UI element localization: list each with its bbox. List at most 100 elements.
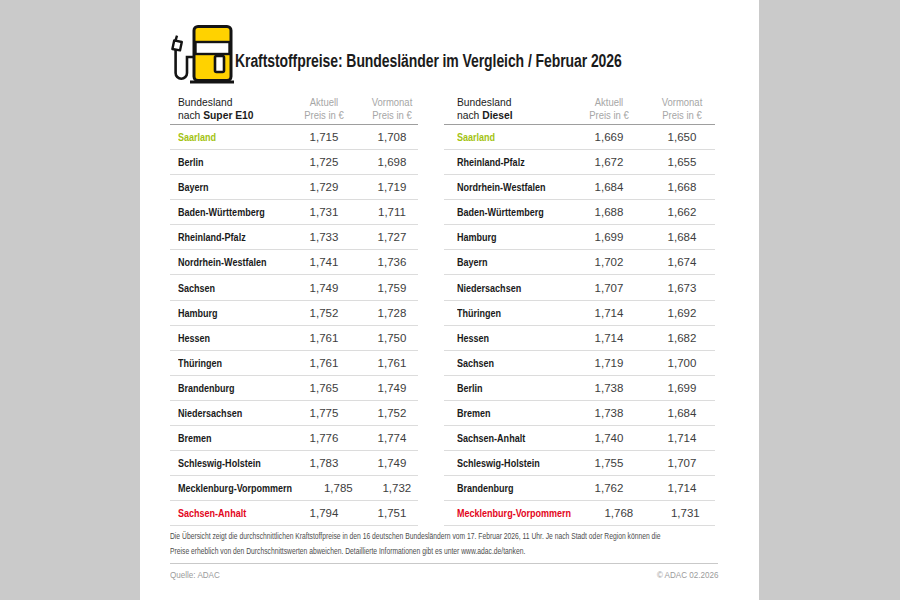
previous-price-column-header: VormonatPreis in €: [368, 96, 416, 122]
state-name: Sachsen: [178, 282, 276, 294]
table-row: Brandenburg1,7621,714: [444, 476, 715, 501]
table-row: Berlin1,7381,699: [444, 376, 715, 401]
current-price: 1,785: [317, 482, 359, 494]
current-price: 1,715: [298, 131, 350, 143]
previous-price: 1,711: [366, 206, 418, 218]
table-row: Nordrhein-Westfalen1,7411,736: [170, 250, 418, 275]
current-price-column-header: AktuellPreis in €: [585, 96, 633, 122]
previous-price: 1,708: [366, 131, 418, 143]
previous-price: 1,759: [366, 282, 418, 294]
table-row: Saarland1,6691,650: [444, 125, 715, 150]
table-row: Thüringen1,7611,761: [170, 351, 418, 376]
footnote-line: Preise erheblich von den Durchschnittswe…: [170, 544, 652, 559]
current-price: 1,783: [298, 457, 350, 469]
state-name: Saarland: [457, 131, 560, 143]
current-price: 1,731: [298, 206, 350, 218]
state-name: Schleswig-Holstein: [457, 457, 560, 469]
table-row: Saarland1,7151,708: [170, 125, 418, 150]
current-price: 1,669: [583, 131, 635, 143]
previous-price-column-header: VormonatPreis in €: [658, 96, 706, 122]
state-name: Mecklenburg-Vorpommern: [178, 482, 292, 494]
copyright: © ADAC 02.2026: [656, 569, 718, 580]
state-name: Bayern: [178, 181, 276, 193]
current-price: 1,699: [583, 231, 635, 243]
table-row: Rheinland-Pfalz1,6721,655: [444, 150, 715, 175]
table-row: Hamburg 1,752 1,728: [170, 301, 418, 326]
table-row: Baden-Württemberg1,6881,662: [444, 200, 715, 225]
table-row: Rheinland-Pfalz 1,733 1,727: [170, 225, 418, 250]
footnote-line: Die Übersicht zeigt die durchschnittlich…: [170, 529, 652, 544]
state-name: Sachsen-Anhalt: [178, 507, 276, 519]
previous-price: 1,682: [656, 332, 708, 344]
previous-price: 1,668: [656, 181, 708, 193]
current-price: 1,762: [583, 482, 635, 494]
previous-price: 1,749: [366, 382, 418, 394]
table-row: Sachsen-Anhalt1,7941,751: [170, 501, 418, 526]
previous-price: 1,731: [663, 507, 708, 519]
state-name: Berlin: [178, 156, 276, 168]
previous-price: 1,662: [656, 206, 708, 218]
previous-price: 1,752: [366, 407, 418, 419]
table-row: Bremen 1,776 1,774: [170, 426, 418, 451]
current-price: 1,672: [583, 156, 635, 168]
current-price: 1,752: [298, 307, 350, 319]
previous-price: 1,727: [366, 231, 418, 243]
current-price: 1,707: [583, 282, 635, 294]
infographic-card: Kraftstoffpreise: Bundesländer im Vergle…: [140, 0, 759, 600]
previous-price: 1,774: [366, 432, 418, 444]
previous-price: 1,692: [656, 307, 708, 319]
current-price: 1,729: [298, 181, 350, 193]
table-row: Bayern 1,729 1,719: [170, 175, 418, 200]
page-title: Kraftstoffpreise: Bundesländer im Vergle…: [235, 51, 622, 72]
state-name: Hamburg: [178, 307, 276, 319]
current-price: 1,719: [583, 357, 635, 369]
state-name: Thüringen: [457, 307, 560, 319]
previous-price: 1,674: [656, 256, 708, 268]
current-price: 1,776: [298, 432, 350, 444]
previous-price: 1,655: [656, 156, 708, 168]
previous-price: 1,684: [656, 231, 708, 243]
current-price: 1,775: [298, 407, 350, 419]
state-name: Schleswig-Holstein: [178, 457, 276, 469]
state-name: Sachsen: [457, 357, 560, 369]
state-name: Rheinland-Pfalz: [178, 231, 276, 243]
previous-price: 1,719: [366, 181, 418, 193]
table-row: Bayern1,7021,674: [444, 250, 715, 275]
state-name: Brandenburg: [178, 382, 276, 394]
table-row: Schleswig-Holstein 1,783 1,749: [170, 451, 418, 476]
state-name: Sachsen-Anhalt: [457, 432, 560, 444]
previous-price: 1,699: [656, 382, 708, 394]
table-row: Bremen1,7381,684: [444, 401, 715, 426]
state-name: Hessen: [457, 332, 560, 344]
previous-price: 1,728: [366, 307, 418, 319]
table-row: Nordrhein-Westfalen 1,684 1,668: [444, 175, 715, 200]
previous-price: 1,698: [366, 156, 418, 168]
previous-price: 1,714: [656, 432, 708, 444]
state-name: Niedersachsen: [178, 407, 276, 419]
table-diesel: Bundeslandnach DieselAktuellPreis in € Vo…: [444, 93, 715, 526]
current-price: 1,741: [298, 256, 350, 268]
state-name: Hamburg: [457, 231, 560, 243]
table-row: Berlin1,7251,698: [170, 150, 418, 175]
current-price: 1,733: [298, 231, 350, 243]
current-price: 1,765: [298, 382, 350, 394]
state-column-header: Bundeslandnach Super E10: [178, 96, 298, 122]
state-name: Bremen: [178, 432, 276, 444]
previous-price: 1,751: [366, 507, 418, 519]
current-price: 1,761: [298, 357, 350, 369]
current-price: 1,684: [583, 181, 635, 193]
state-header-line1: Bundesland: [457, 97, 511, 108]
table-row: Thüringen1,7141,692: [444, 301, 715, 326]
current-price: 1,755: [583, 457, 635, 469]
state-column-header: Bundeslandnach Diesel: [457, 96, 583, 122]
previous-price: 1,714: [656, 482, 708, 494]
previous-price: 1,749: [366, 457, 418, 469]
current-price: 1,740: [583, 432, 635, 444]
table-row: Niedersachsen 1,775 1,752: [170, 401, 418, 426]
state-name: Baden-Württemberg: [178, 206, 276, 218]
table-row: Hessen1,7611,750: [170, 326, 418, 351]
table-row: Sachsen1,7191,700: [444, 351, 715, 376]
current-price: 1,761: [298, 332, 350, 344]
table-row: Hamburg 1,699 1,684: [444, 225, 715, 250]
state-name: Nordrhein-Westfalen: [457, 181, 560, 193]
